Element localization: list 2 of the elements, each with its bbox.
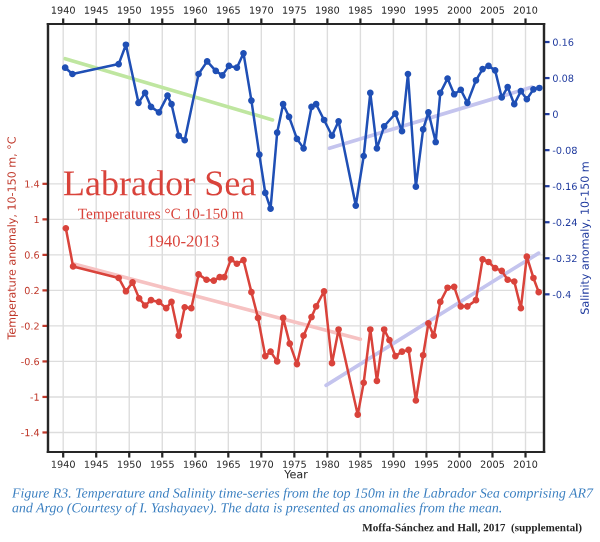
annotation: 1940-2013 (148, 235, 219, 247)
text: Labrador Sea (63, 170, 256, 196)
